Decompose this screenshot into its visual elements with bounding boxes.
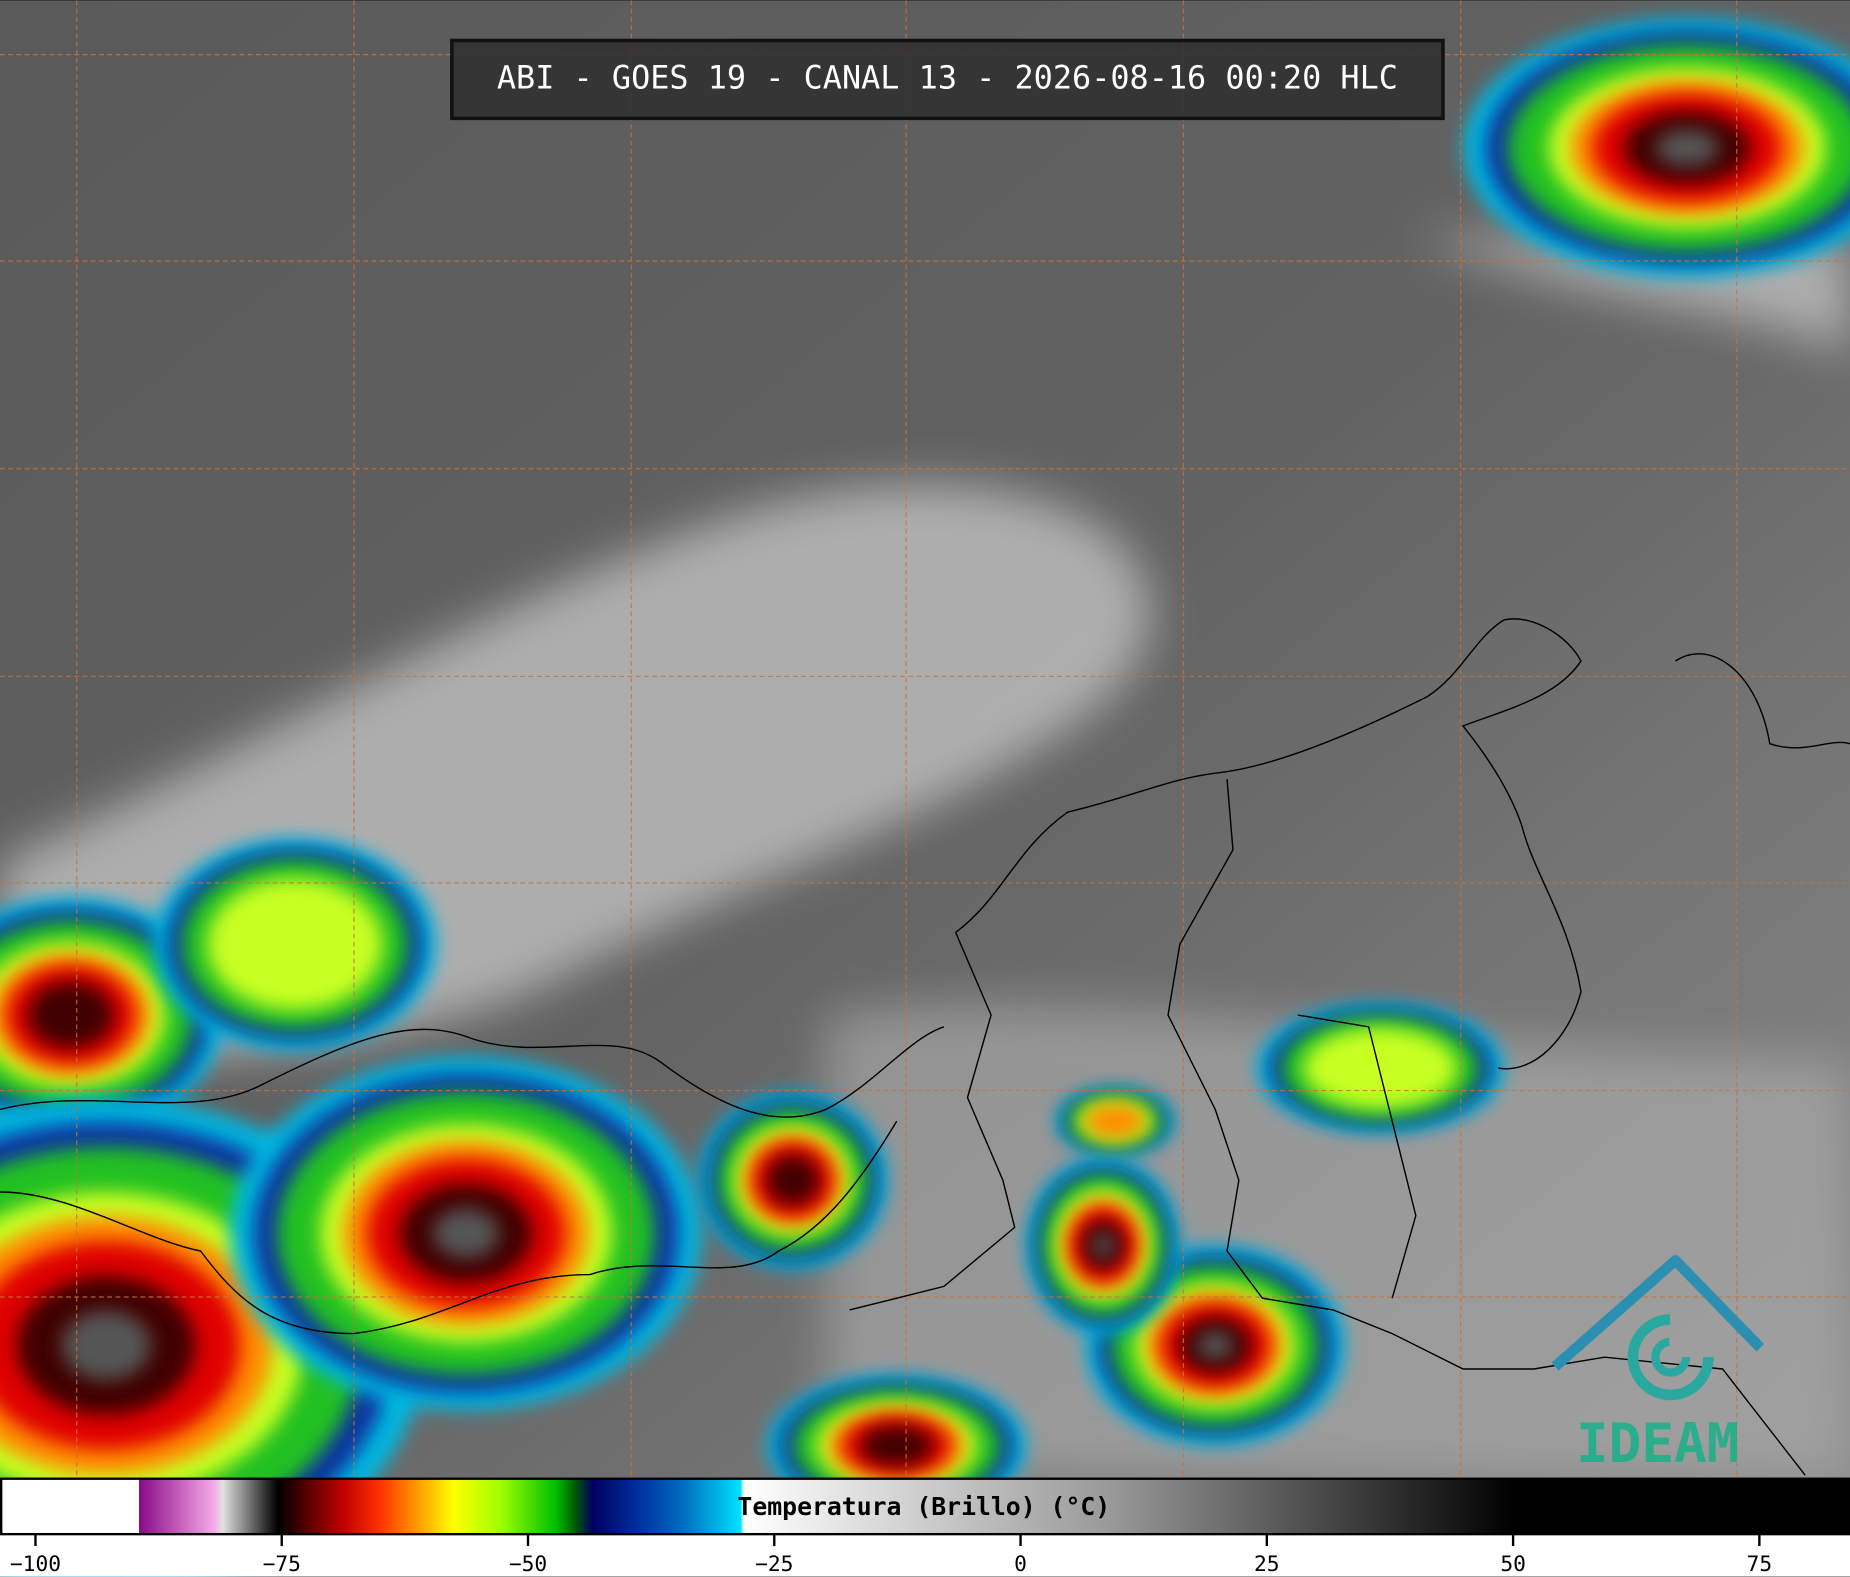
border [1167, 779, 1806, 1476]
storm-ring [1303, 1027, 1458, 1109]
title-background [450, 38, 1445, 121]
storm-ring [1655, 129, 1719, 167]
logo-roof [1551, 1255, 1765, 1371]
storm-ring [1092, 1232, 1114, 1258]
colorbar-label: Temperatura (Brillo) (°C) [737, 1492, 1110, 1521]
colorbar-tick-label: −75 [263, 1552, 301, 1577]
storms [0, 18, 1850, 1577]
colorbar: Temperatura (Brillo) (°C) −100 −75 −50 −25 0… [0, 1477, 1850, 1577]
coastline [1674, 653, 1850, 749]
storm-ring [1084, 1104, 1146, 1139]
border [1297, 1014, 1417, 1299]
storm-ring [61, 1310, 151, 1381]
storm-ring [766, 1155, 820, 1205]
colorbar-tick-label: 75 [1747, 1552, 1773, 1577]
colorbar-tick-label: −25 [755, 1552, 793, 1577]
borders [0, 618, 1850, 1476]
coastline [955, 811, 1069, 934]
colorbar-tick-label: 0 [1014, 1552, 1027, 1577]
colorbar-tick-label: 50 [1500, 1552, 1526, 1577]
logo-text: IDEAM [1576, 1412, 1739, 1475]
logo-spiral [1651, 1337, 1691, 1377]
title: ABI - GOES 19 - CANAL 13 - 2026-08-16 00… [497, 58, 1398, 96]
title-box: ABI - GOES 19 - CANAL 13 - 2026-08-16 00… [450, 38, 1445, 121]
border [849, 932, 1016, 1311]
colorbar-tick-label: −100 [10, 1552, 61, 1577]
colorbar-scale [0, 1477, 1850, 1536]
colorbar-tick-label: 25 [1254, 1552, 1280, 1577]
storm-ring [207, 878, 383, 1011]
coastline [0, 1120, 898, 1335]
storm-ring [860, 1425, 934, 1466]
coastline [0, 1026, 945, 1118]
logo-spiral [1627, 1314, 1714, 1401]
storm-ring [433, 1208, 500, 1259]
graticule [0, 0, 1850, 1478]
colorbar-tick-label: −50 [509, 1552, 547, 1577]
storm-ring [1197, 1331, 1234, 1360]
coastline [1067, 618, 1582, 1070]
storm-ring [27, 981, 114, 1049]
logo: IDEAM [1551, 1255, 1765, 1475]
